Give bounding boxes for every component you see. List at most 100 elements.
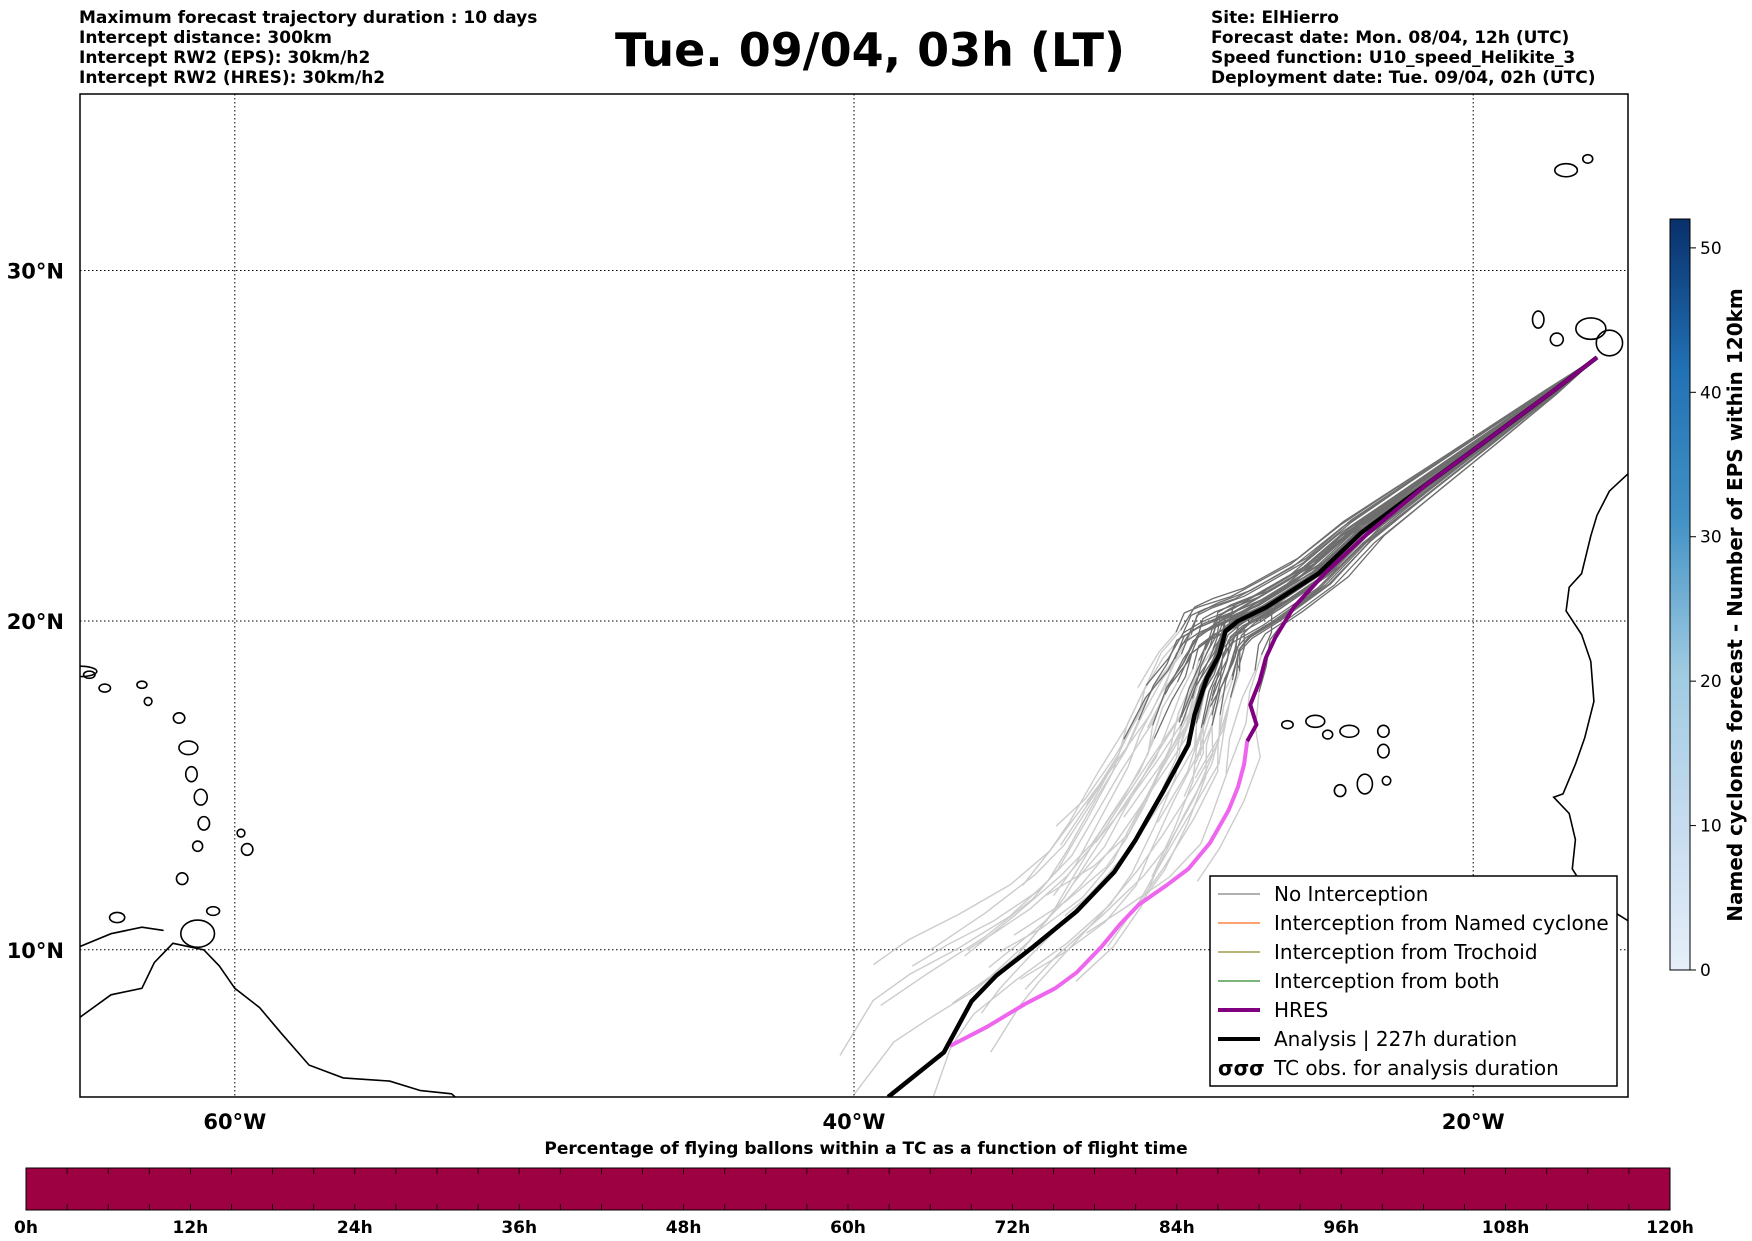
island — [1356, 773, 1374, 795]
page-title: Tue. 09/04, 03h (LT) — [615, 23, 1125, 77]
bottom-bar-tick-label: 48h — [666, 1218, 702, 1238]
legend-entry: Interception from Named cyclone — [1218, 911, 1609, 935]
axis-labels: 30°N 20°N 10°N 60°W 40°W 20°W — [7, 260, 1505, 1134]
eps-trajectory-light — [929, 684, 1147, 951]
eps-trajectory-light — [1149, 681, 1179, 746]
intercept-rw2-hres-text: Intercept RW2 (HRES): 30km/h2 — [79, 68, 386, 88]
island — [108, 911, 126, 924]
island — [143, 696, 153, 707]
eps-trajectory-light — [839, 653, 1182, 1056]
colorbar-tick-label: 40 — [1700, 383, 1722, 403]
analysis-trajectory — [886, 355, 1599, 1097]
island — [80, 665, 98, 678]
eps-trajectory-light — [952, 668, 1194, 1004]
island — [136, 680, 148, 690]
eps-trajectory-dark — [1181, 356, 1598, 637]
graticule — [80, 94, 1628, 1097]
colorbar-tick-label: 30 — [1700, 528, 1722, 548]
legend-entry: Analysis | 227h duration — [1218, 1027, 1517, 1051]
eps-trajectory-dark — [1254, 356, 1598, 671]
island — [1381, 775, 1392, 786]
legend-label: TC obs. for analysis duration — [1273, 1056, 1559, 1080]
lon-tick-label: 40°W — [823, 1110, 886, 1134]
island — [240, 842, 254, 857]
bottom-bar-tick-label: 36h — [501, 1218, 537, 1238]
eps-trajectory-light — [1086, 654, 1263, 934]
eps-trajectory-light — [1022, 719, 1140, 886]
island — [197, 815, 211, 831]
bottom-bar-tick-label: 12h — [173, 1218, 209, 1238]
legend-label: HRES — [1274, 998, 1328, 1022]
header-right-info: Site: ElHierro Forecast date: Mon. 08/04… — [1211, 8, 1596, 88]
island — [178, 740, 199, 756]
tc-symbol-icon: σσσ — [1218, 1056, 1265, 1080]
legend-entry: Interception from both — [1218, 969, 1500, 993]
eps-trajectory-light — [880, 738, 1125, 1006]
eps-trajectory-dark — [1138, 356, 1598, 721]
intercept-distance-text: Intercept distance: 300km — [79, 28, 332, 48]
lon-tick-label: 60°W — [203, 1110, 266, 1134]
eps-trajectory-dark — [1211, 356, 1598, 726]
island — [236, 828, 246, 838]
island — [1333, 783, 1347, 798]
eps-trajectory-dark — [1231, 356, 1598, 677]
bottom-bar-fill — [25, 1167, 1671, 1211]
eps-trajectory-light — [980, 719, 1198, 1014]
colorbar-tick-label: 10 — [1700, 817, 1722, 837]
speed-function-text: Speed function: U10_speed_Helikite_3 — [1211, 48, 1576, 68]
colorbar-tick-label: 20 — [1700, 672, 1722, 692]
colorbar-tick-label: 0 — [1700, 961, 1711, 981]
eps-trajectory-light — [1099, 679, 1234, 950]
island — [1321, 729, 1334, 740]
legend: No Interception Interception from Named c… — [1209, 875, 1618, 1087]
coastline — [80, 942, 457, 1097]
bottom-bar-tick-label: 96h — [1323, 1218, 1359, 1238]
island — [172, 712, 186, 725]
max-duration-text: Maximum forecast trajectory duration : 1… — [79, 8, 538, 28]
island — [1549, 332, 1565, 347]
forecast-date-text: Forecast date: Mon. 08/04, 12h (UTC) — [1211, 28, 1570, 48]
legend-entry: No Interception — [1218, 882, 1428, 906]
eps-trajectory-light — [1137, 631, 1177, 688]
island — [205, 905, 221, 917]
lon-tick-label: 20°W — [1442, 1110, 1505, 1134]
bottom-bar-tick-label: 60h — [830, 1218, 866, 1238]
legend-entry: Interception from Trochoid — [1218, 940, 1538, 964]
hres-trajectory-extension — [949, 740, 1250, 1048]
island — [1280, 719, 1294, 730]
island — [179, 919, 216, 949]
colorbar-label: Named cyclones forecast - Number of EPS … — [1723, 288, 1747, 922]
eps-trajectory-dark — [1238, 356, 1598, 672]
legend-label: No Interception — [1274, 882, 1428, 906]
coastline — [80, 926, 164, 948]
colorbar-gradient — [1669, 218, 1691, 971]
bottom-bar-tick-label: 84h — [1159, 1218, 1195, 1238]
eps-trajectory-light — [1086, 658, 1176, 806]
island — [1581, 153, 1594, 164]
eps-trajectory-light — [1046, 683, 1199, 896]
eps-trajectory-light — [1183, 724, 1204, 797]
lat-tick-label: 30°N — [7, 260, 64, 284]
lat-tick-label: 10°N — [7, 939, 64, 963]
bottom-bar-tick-label: 72h — [995, 1218, 1031, 1238]
coastline — [1627, 447, 1628, 450]
island — [1553, 162, 1579, 178]
island — [1575, 317, 1607, 341]
island — [175, 871, 189, 886]
bottom-bar-tick-label: 0h — [14, 1218, 38, 1238]
eps-trajectory-light — [999, 697, 1198, 953]
legend-entry: σσσ TC obs. for analysis duration — [1218, 1056, 1559, 1080]
island — [184, 765, 198, 783]
eps-trajectory-light — [964, 725, 1154, 957]
bottom-bar-title: Percentage of flying ballons within a TC… — [544, 1139, 1187, 1159]
island — [1339, 724, 1360, 739]
legend-box — [1209, 875, 1618, 1087]
hres-trajectory — [1245, 355, 1599, 743]
legend-label: Interception from Trochoid — [1274, 940, 1538, 964]
eps-trajectory-dark — [1175, 356, 1598, 633]
bottom-timebar: Percentage of flying ballons within a TC… — [14, 1139, 1694, 1238]
intercept-rw2-eps-text: Intercept RW2 (EPS): 30km/h2 — [79, 48, 371, 68]
bottom-bar-tick-label: 108h — [1482, 1218, 1530, 1238]
legend-entry: HRES — [1218, 998, 1328, 1022]
